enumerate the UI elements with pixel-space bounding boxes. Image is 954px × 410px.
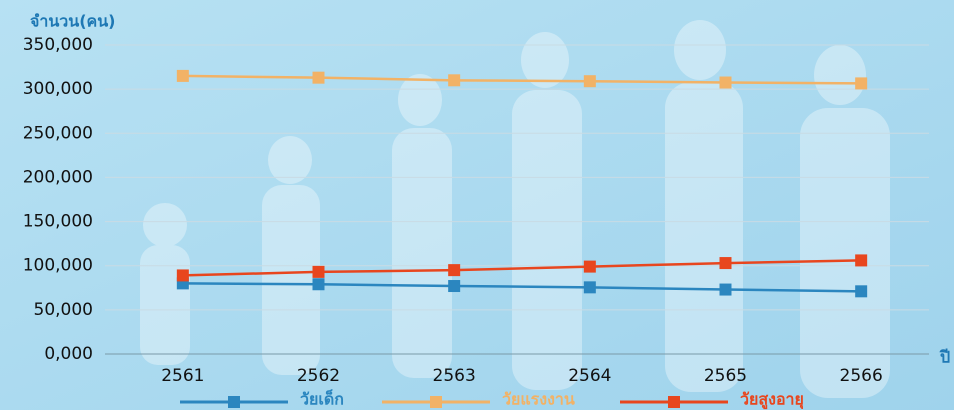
legend-marker: [430, 396, 442, 408]
y-tick-label: 200,000: [23, 167, 93, 187]
marker: [176, 69, 189, 82]
x-tick-label: 2563: [433, 366, 476, 386]
series-line: [182, 282, 862, 293]
x-tick-label: 2565: [704, 366, 747, 386]
marker: [719, 76, 732, 89]
marker: [855, 77, 868, 90]
y-tick-label: 250,000: [23, 123, 93, 143]
y-tick-label: 300,000: [23, 79, 93, 99]
marker: [176, 269, 189, 282]
marker: [448, 264, 461, 277]
marker: [583, 260, 596, 273]
y-tick-label: 0,000: [44, 344, 93, 364]
legend-label: วัยสูงอายุ: [740, 390, 804, 410]
series-line: [182, 74, 862, 85]
silhouettes: [140, 20, 890, 398]
x-tick-label: 2564: [568, 366, 611, 386]
x-tick-label: 2566: [840, 366, 883, 386]
series-line: [182, 259, 862, 277]
marker: [855, 285, 868, 298]
y-tick-label: 350,000: [23, 35, 93, 55]
marker: [312, 71, 325, 84]
legend-label: วัยแรงงาน: [502, 390, 575, 409]
legend-marker: [668, 396, 680, 408]
marker: [448, 74, 461, 87]
legend-marker: [228, 396, 240, 408]
legend-label: วัยเด็ก: [300, 388, 344, 409]
marker: [719, 257, 732, 270]
marker: [312, 265, 325, 278]
y-tick-label: 150,000: [23, 212, 93, 232]
y-tick-label: 100,000: [23, 256, 93, 276]
x-axis-label: ปี: [939, 348, 951, 367]
marker: [448, 280, 461, 293]
marker: [583, 75, 596, 88]
marker: [855, 254, 868, 267]
marker: [312, 278, 325, 291]
x-tick-label: 2561: [161, 366, 204, 386]
marker: [583, 281, 596, 294]
x-tick-label: 2562: [297, 366, 340, 386]
y-tick-label: 50,000: [34, 300, 93, 320]
marker: [719, 283, 732, 296]
y-axis-label: จำนวน(คน): [30, 12, 115, 31]
